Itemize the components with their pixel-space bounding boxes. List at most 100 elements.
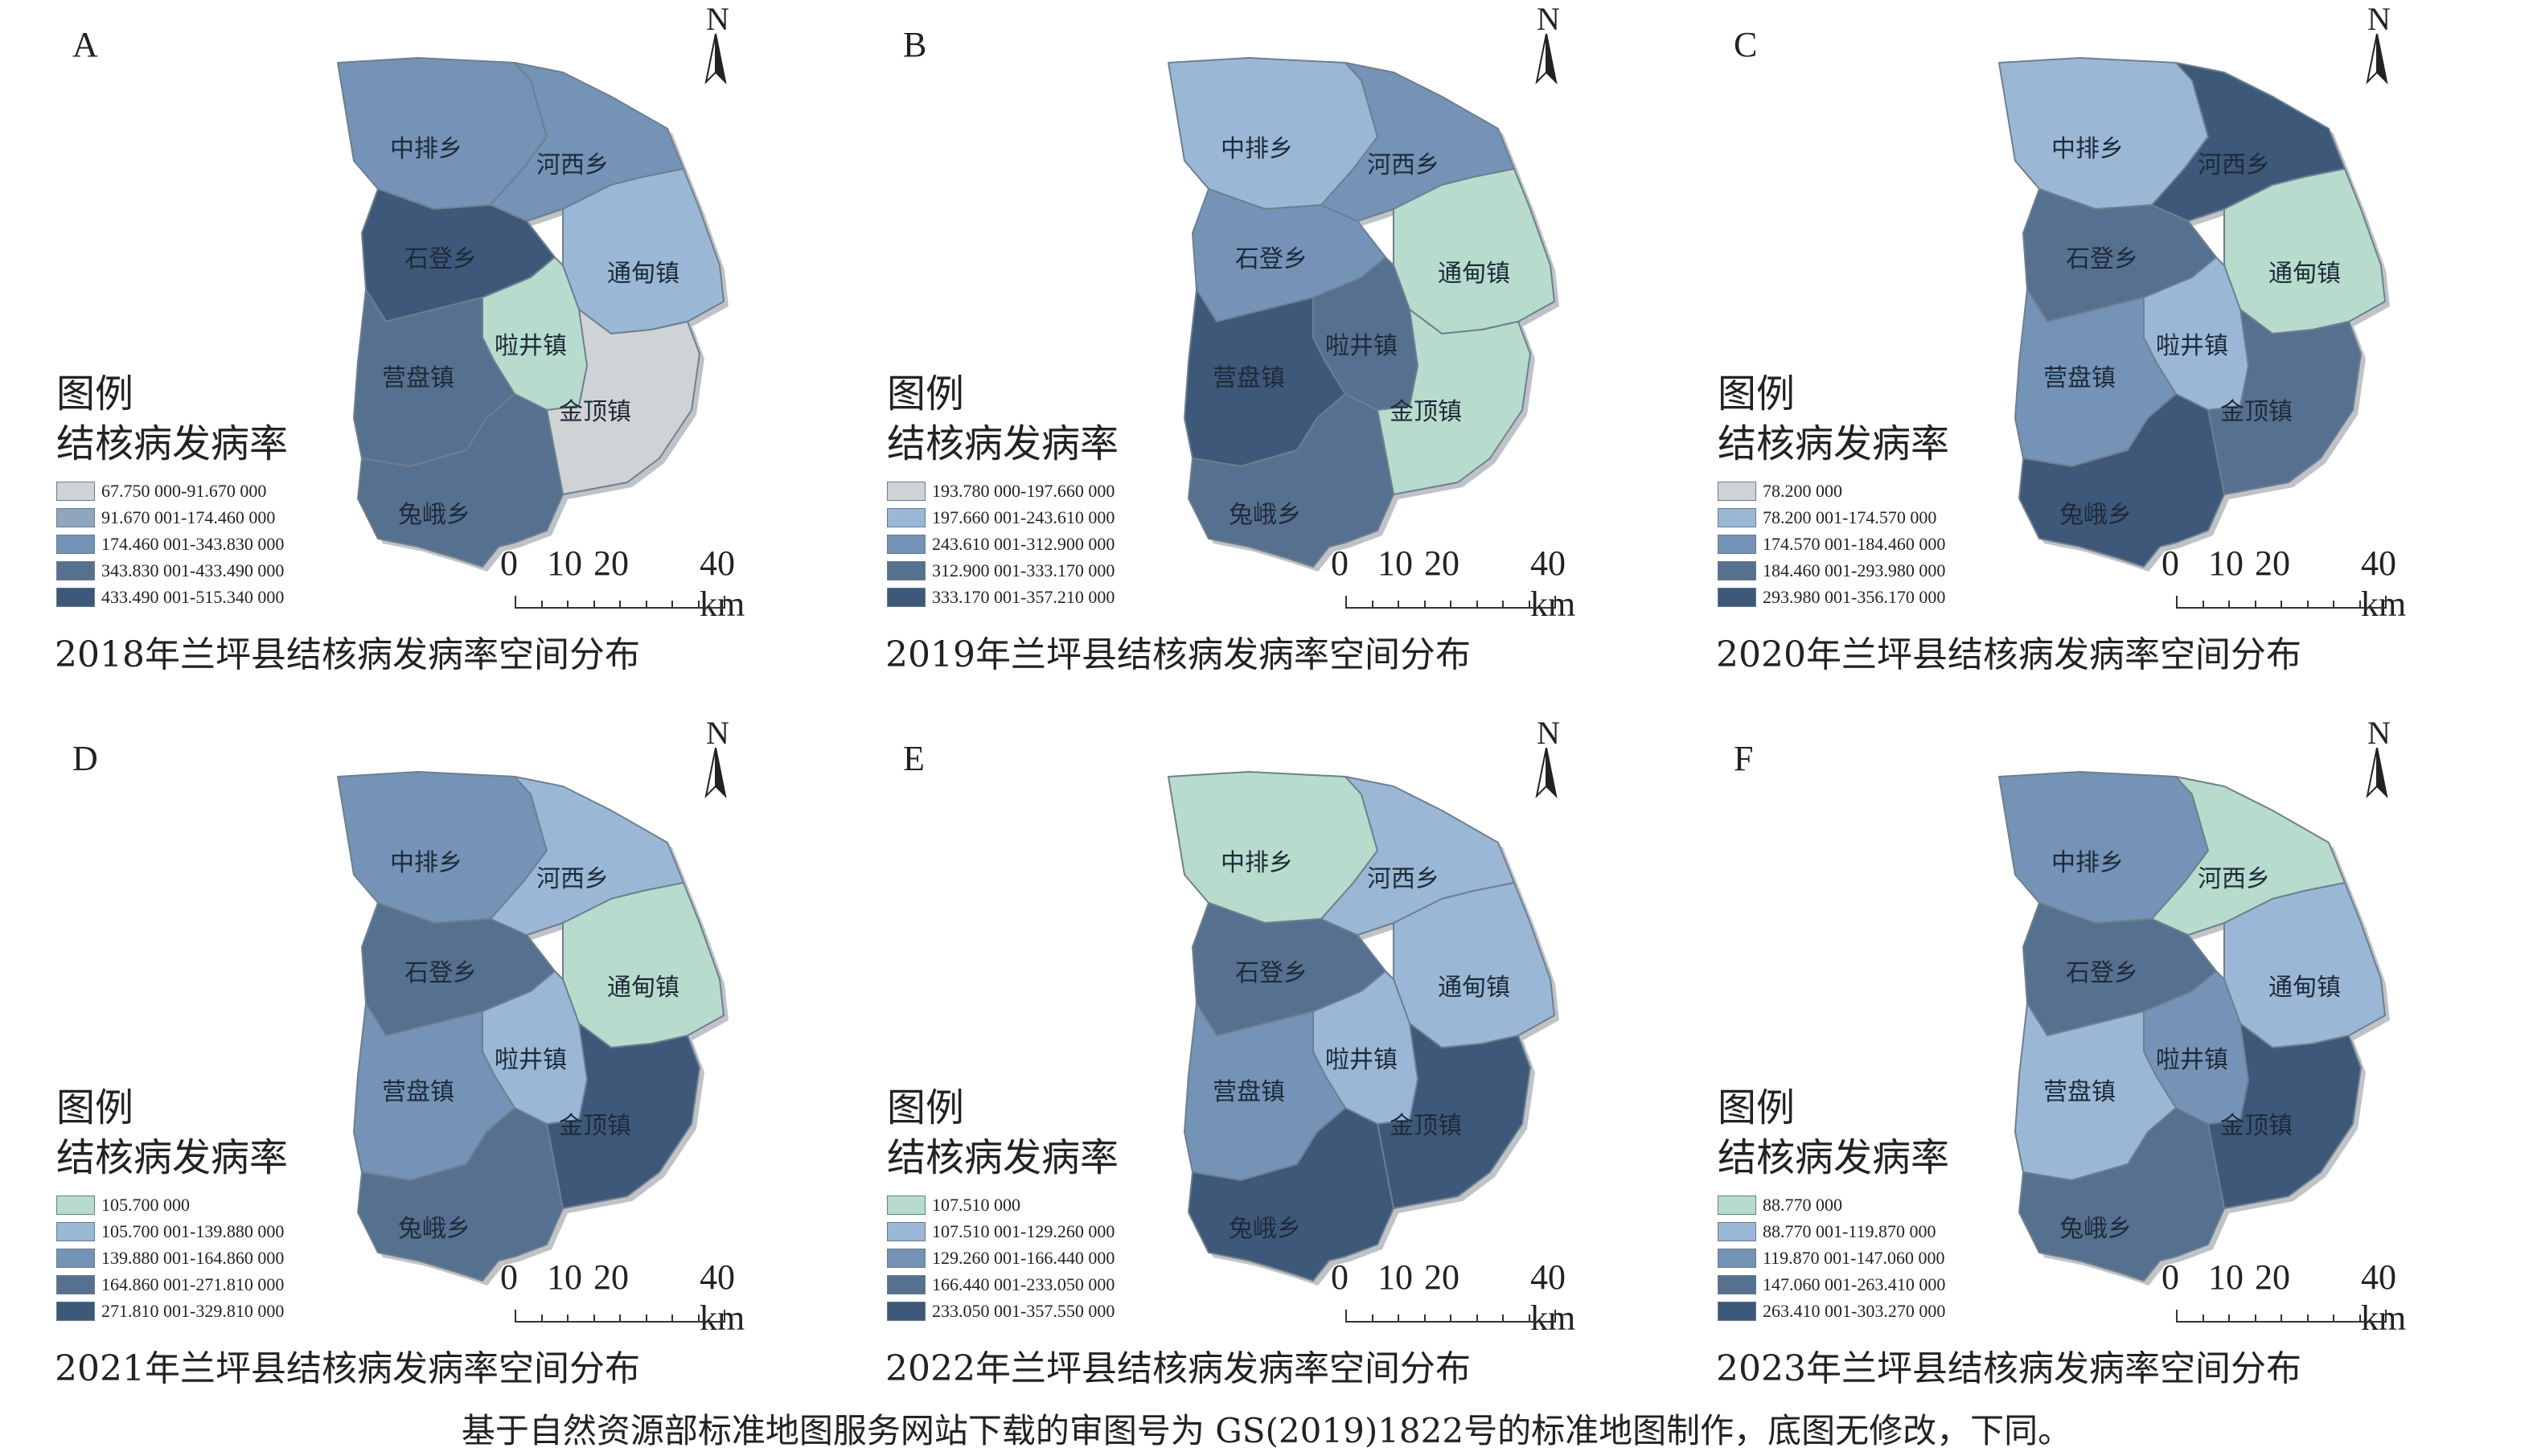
legend-entry: 78.200 000 bbox=[1718, 478, 1949, 504]
scale-tick bbox=[1502, 601, 1504, 609]
legend-swatch bbox=[1718, 587, 1756, 607]
legend-swatch bbox=[887, 587, 926, 607]
legend-swatch bbox=[56, 1274, 95, 1294]
legend-swatch bbox=[56, 587, 95, 607]
region-8 bbox=[1188, 393, 1394, 568]
legend-entry: 164.860 001-271.810 000 bbox=[56, 1271, 288, 1298]
scale-bar: 0 10 20 40 km bbox=[450, 1257, 745, 1338]
scale-bar: 0 10 20 40 km bbox=[1281, 543, 1575, 624]
scale-tick bbox=[2228, 601, 2230, 609]
legend-entry: 105.700 001-139.880 000 bbox=[56, 1218, 288, 1245]
legend-swatch bbox=[1718, 481, 1756, 501]
region-8 bbox=[2018, 1107, 2225, 1282]
legend-entry: 166.440 001-233.050 000 bbox=[887, 1271, 1119, 1298]
region-label: 啦井镇 bbox=[495, 1046, 567, 1074]
legend-swatch bbox=[56, 1248, 95, 1268]
legend-label: 78.200 001-174.570 000 bbox=[1763, 507, 1937, 527]
legend-entry: 193.780 000-197.660 000 bbox=[887, 478, 1119, 504]
panel-title: 2020年兰坪县结核病发病率空间分布 bbox=[1716, 634, 2301, 675]
region-label: 中排乡 bbox=[1221, 849, 1293, 877]
scale-tick bbox=[671, 1315, 673, 1323]
legend-entry: 184.460 001-293.980 000 bbox=[1718, 557, 1949, 584]
map-panel-b: 中排乡 河西乡 石登乡 通甸镇 啦井镇 营盘镇 金顶镇 兔峨乡 B N 图例 结核病发病率 193.78… bbox=[831, 0, 1675, 707]
legend-label: 193.780 000-197.660 000 bbox=[932, 480, 1115, 501]
north-label: N bbox=[1537, 1, 1560, 37]
legend-entry: 119.870 001-147.060 000 bbox=[1718, 1245, 1949, 1271]
north-arrow-icon: N bbox=[1530, 0, 1579, 88]
panel-letter: B bbox=[903, 25, 927, 64]
scale-tick bbox=[2281, 1315, 2282, 1323]
scale-tick bbox=[593, 601, 595, 609]
legend-subtitle: 结核病发病率 bbox=[56, 421, 289, 466]
scale-tick bbox=[1476, 601, 1478, 609]
region-label: 中排乡 bbox=[390, 849, 462, 877]
region-label: 河西乡 bbox=[536, 865, 609, 893]
region-label: 河西乡 bbox=[2198, 151, 2270, 179]
region-label: 中排乡 bbox=[2051, 849, 2124, 877]
legend-label: 233.050 001-357.550 000 bbox=[932, 1300, 1115, 1321]
panel-title: 2023年兰坪县结核病发病率空间分布 bbox=[1716, 1348, 2301, 1389]
region-label: 河西乡 bbox=[536, 151, 609, 179]
legend-entry: 433.490 001-515.340 000 bbox=[56, 584, 288, 610]
scale-tick bbox=[2306, 601, 2309, 609]
scale-tick bbox=[1554, 596, 1556, 609]
scale-label: 20 bbox=[1424, 1257, 1459, 1297]
region-label: 啦井镇 bbox=[495, 332, 567, 360]
legend-entry: 105.700 000 bbox=[56, 1191, 288, 1218]
legend-swatch bbox=[887, 1195, 926, 1215]
region-label: 营盘镇 bbox=[382, 1078, 454, 1106]
scale-tick bbox=[645, 601, 647, 609]
region-label: 啦井镇 bbox=[1325, 332, 1398, 360]
legend-swatch bbox=[1718, 1301, 1756, 1321]
panel-letter: A bbox=[72, 25, 98, 64]
map-panel-a: 中排乡 河西乡 石登乡 通甸镇 啦井镇 营盘镇 金顶镇 兔峨乡 A N 图例 结核病发病率 67.750… bbox=[0, 0, 844, 707]
scale-tick bbox=[2359, 601, 2361, 609]
legend-heading: 图例 bbox=[56, 371, 134, 416]
scale-bar: 0 10 20 40 km bbox=[2112, 1257, 2406, 1338]
legend-label: 184.460 001-293.980 000 bbox=[1763, 560, 1946, 580]
scale-tick bbox=[1371, 1315, 1373, 1323]
legend-label: 271.810 001-329.810 000 bbox=[101, 1300, 285, 1321]
legend-heading: 图例 bbox=[887, 1085, 965, 1130]
region-label: 营盘镇 bbox=[382, 364, 454, 392]
scale-tick bbox=[2202, 601, 2204, 609]
legend-label: 243.610 001-312.900 000 bbox=[932, 533, 1115, 554]
legend-swatch bbox=[887, 1274, 926, 1294]
scale-tick bbox=[1528, 1315, 1530, 1323]
north-arrow-icon: N bbox=[2361, 714, 2409, 802]
region-label: 兔峨乡 bbox=[2059, 501, 2132, 529]
region-label: 兔峨乡 bbox=[2059, 1215, 2132, 1243]
legend-label: 174.570 001-184.460 000 bbox=[1763, 533, 1946, 554]
north-label: N bbox=[2367, 1, 2391, 37]
north-arrow-icon: N bbox=[700, 0, 748, 88]
region-label: 通甸镇 bbox=[2268, 974, 2341, 1002]
legend-entry: 233.050 001-357.550 000 bbox=[887, 1298, 1119, 1324]
region-7 bbox=[546, 309, 700, 495]
scale-label: 20 bbox=[2255, 543, 2290, 583]
legend-entry: 333.170 001-357.210 000 bbox=[887, 584, 1119, 610]
region-label: 河西乡 bbox=[1367, 151, 1439, 179]
map-legend: 图例 结核病发病率 67.750 000-91.670 000 91.670 001-… bbox=[56, 370, 288, 610]
scale-label: 20 bbox=[1424, 543, 1459, 583]
legend-entry: 88.770 000 bbox=[1718, 1191, 1949, 1218]
legend-heading: 图例 bbox=[887, 371, 965, 416]
legend-subtitle: 结核病发病率 bbox=[887, 1135, 1119, 1180]
scale-tick bbox=[1345, 596, 1347, 609]
scale-tick bbox=[619, 1315, 621, 1323]
scale-label: 10 bbox=[547, 1257, 582, 1297]
scale-tick bbox=[2202, 1315, 2204, 1323]
region-label: 石登乡 bbox=[2066, 245, 2138, 273]
region-label: 通甸镇 bbox=[607, 260, 679, 288]
north-arrow-icon: N bbox=[2361, 0, 2409, 88]
scale-tick bbox=[2333, 1315, 2334, 1323]
scale-label: 40 km bbox=[1530, 1257, 1576, 1338]
region-7 bbox=[546, 1023, 700, 1209]
map-legend: 图例 结核病发病率 78.200 000 78.200 001-174.570 000… bbox=[1718, 370, 1949, 610]
scale-tick bbox=[593, 1315, 595, 1323]
region-label: 金顶镇 bbox=[559, 1112, 631, 1140]
legend-swatch bbox=[1718, 534, 1756, 554]
region-label: 金顶镇 bbox=[1390, 1112, 1462, 1140]
